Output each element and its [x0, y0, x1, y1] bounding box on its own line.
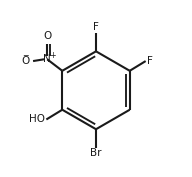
Text: Br: Br [90, 148, 102, 158]
Text: N: N [43, 54, 51, 64]
Text: +: + [49, 51, 56, 60]
Text: F: F [93, 22, 99, 32]
Text: −: − [22, 52, 29, 61]
Text: HO: HO [29, 115, 46, 124]
Text: O: O [21, 56, 30, 66]
Text: O: O [43, 31, 51, 41]
Text: F: F [146, 56, 152, 66]
